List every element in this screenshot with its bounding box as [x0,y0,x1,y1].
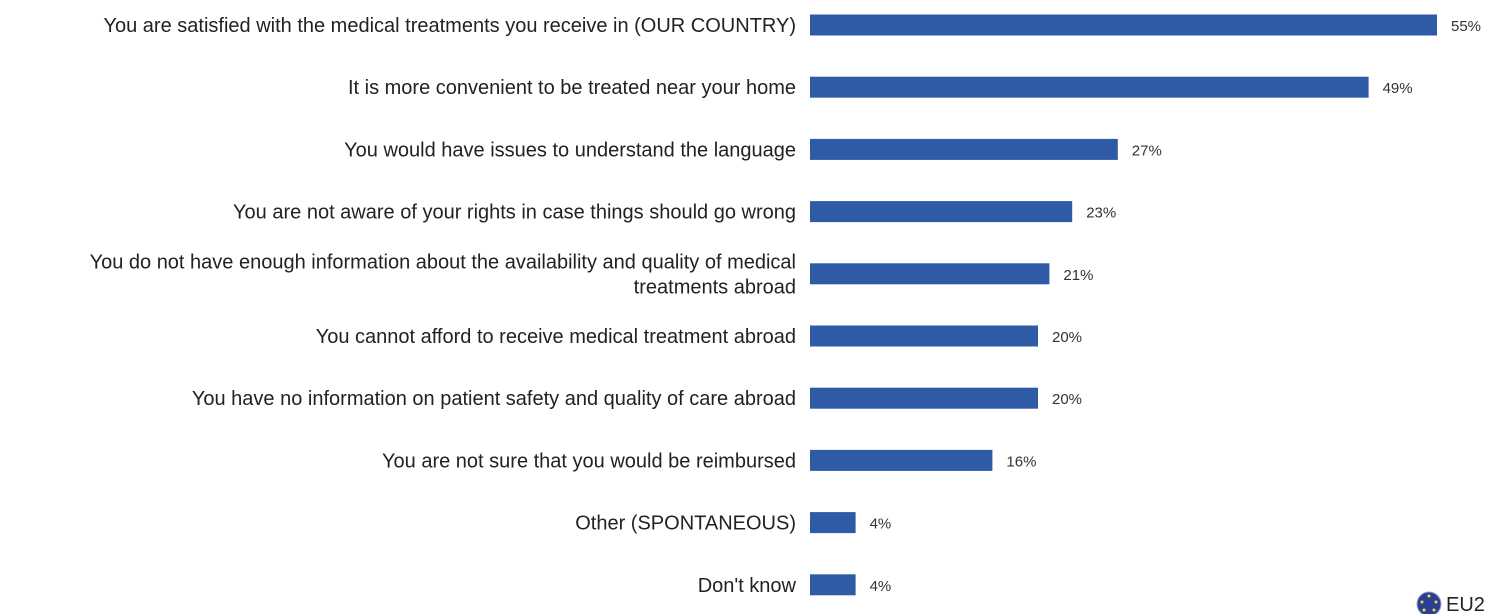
legend-label: EU2 [1446,594,1485,614]
category-label: It is more convenient to be treated near… [348,77,796,99]
bar [810,387,1038,409]
category-label: You cannot afford to receive medical tre… [316,326,796,348]
data-label: 55% [1451,18,1481,35]
data-label: 21% [1063,267,1093,284]
category-label: You are not aware of your rights in case… [233,202,796,224]
data-label: 16% [1006,453,1036,470]
bars [810,14,1437,596]
category-label: Don't know [698,575,797,597]
category-label: You are satisfied with the medical treat… [104,15,797,37]
bar [810,14,1437,36]
bar [810,76,1369,98]
category-label: treatments abroad [634,276,796,298]
data-label: 23% [1086,205,1116,222]
data-label: 4% [870,578,892,595]
data-label: 20% [1052,391,1082,408]
category-labels: You are satisfied with the medical treat… [90,15,797,597]
category-label: You are not sure that you would be reimb… [382,450,796,472]
bar [810,138,1118,160]
bar [810,325,1038,347]
eu-flag-icon [1416,591,1442,614]
data-label: 4% [870,516,892,533]
legend: EU2 [1416,591,1485,614]
value-labels: 55% 49% 27% 23% 21% 20% 20% 16% 4% 4% [870,18,1481,595]
category-label: You would have issues to understand the … [344,139,796,161]
data-label: 49% [1383,80,1413,97]
bar [810,449,993,471]
category-label: You have no information on patient safet… [192,388,796,410]
data-label: 20% [1052,329,1082,346]
bar [810,512,856,534]
category-label: You do not have enough information about… [90,251,796,273]
category-label: Other (SPONTANEOUS) [575,513,796,535]
bar [810,263,1050,285]
bar [810,201,1073,223]
data-label: 27% [1132,142,1162,159]
bar [810,574,856,596]
